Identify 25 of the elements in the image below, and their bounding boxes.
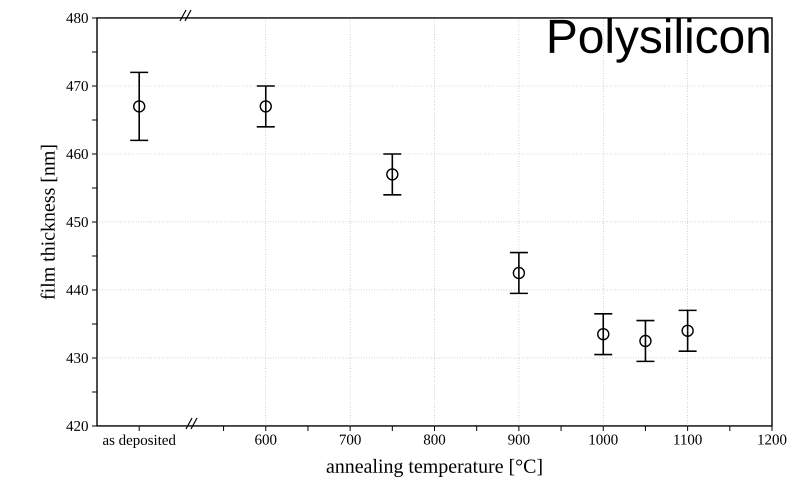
point [512, 266, 526, 280]
x-tick-label: 600 [255, 434, 276, 445]
point [132, 100, 146, 113]
point [681, 324, 694, 337]
point [260, 100, 272, 113]
x-tick-label: 700 [340, 434, 361, 445]
y-tick-label: 470 [66, 80, 88, 92]
point [639, 334, 652, 348]
x-tick-label: 900 [508, 434, 530, 445]
x-axis-title: annealing temperature [°C] [326, 458, 542, 478]
y-tick-label: 460 [66, 148, 88, 160]
x-tick-label: 800 [424, 434, 446, 445]
x-tick-label: 1100 [674, 434, 702, 445]
y-tick-label: 450 [66, 216, 88, 228]
point [386, 168, 399, 181]
chart-title: Polysilicon [550, 18, 769, 63]
x-tick-label: 1200 [758, 434, 786, 445]
x-tick-label: as deposited [103, 434, 176, 448]
y-tick-label: 480 [66, 12, 88, 24]
x-tick-label: 1000 [590, 434, 618, 445]
y-axis-title: film thickness [nm] [40, 145, 58, 300]
y-tick-label: 420 [66, 420, 88, 432]
y-tick-label: 430 [66, 352, 88, 364]
point [597, 328, 610, 340]
y-tick-label: 440 [66, 284, 88, 296]
